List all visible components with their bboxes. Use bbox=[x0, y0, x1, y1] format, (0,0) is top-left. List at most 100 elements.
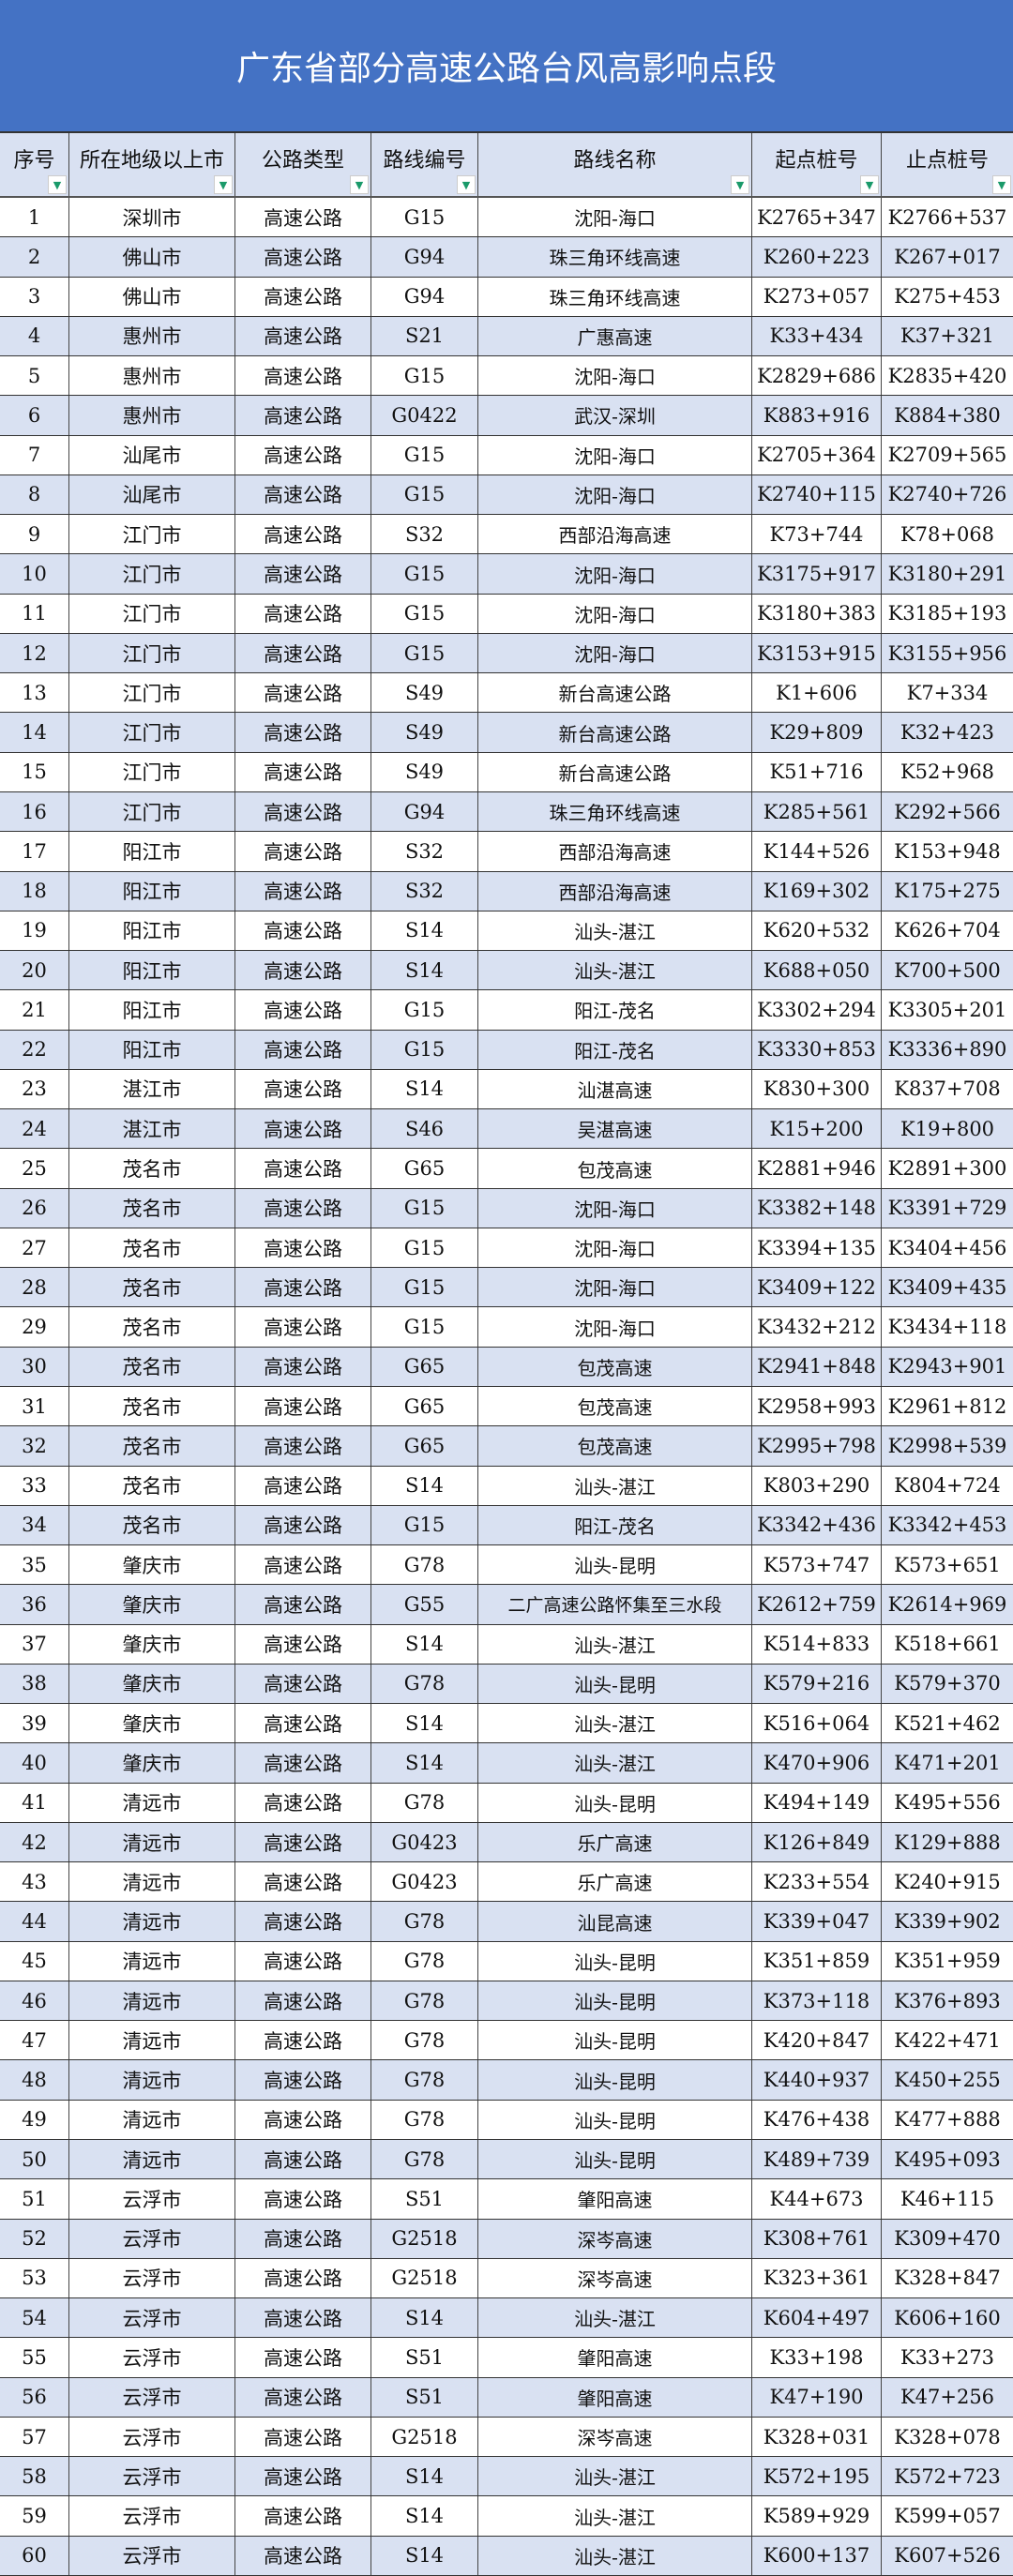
cell-end-stake: K700+500 bbox=[894, 958, 1001, 982]
cell-city: 江门市 bbox=[69, 633, 235, 673]
table-body: 1 深圳市 高速公路 G15 沈阳-海口 K2765+347 K2766+537 2 佛山市 高速… bbox=[0, 198, 1013, 2576]
cell-start-stake: K126+849 bbox=[752, 1822, 882, 1862]
cell-route-code: G78 bbox=[371, 2100, 478, 2140]
cell-road-type: 高速公路 bbox=[235, 1505, 371, 1545]
cell-route-code: G15 bbox=[371, 554, 478, 594]
cell-start-stake: K2958+993 bbox=[752, 1386, 882, 1426]
cell-city: 清远市 bbox=[69, 2100, 235, 2140]
cell-serial-number: 59 bbox=[0, 2496, 69, 2536]
cell-start-stake: K73+744 bbox=[752, 515, 882, 554]
cell-road-type: 高速公路 bbox=[235, 435, 371, 475]
cell-end-stake: K495+093 bbox=[894, 2147, 1001, 2171]
filter-dropdown-icon[interactable]: ▼ bbox=[731, 175, 749, 194]
cell-end-stake: K78+068 bbox=[900, 522, 995, 546]
table-row: 31 茂名市 高速公路 G65 包茂高速 K2958+993 K2961+812 bbox=[0, 1386, 1013, 1427]
header-label: 公路类型 bbox=[261, 148, 344, 173]
cell-route-name: 西部沿海高速 bbox=[478, 832, 752, 871]
filter-dropdown-icon[interactable]: ▼ bbox=[860, 175, 879, 194]
table-row: 18 阳江市 高速公路 S32 西部沿海高速 K169+302 K175+275 bbox=[0, 871, 1013, 911]
cell-route-code: S14 bbox=[371, 2457, 478, 2496]
cell-city: 江门市 bbox=[69, 713, 235, 752]
cell-serial-number: 47 bbox=[0, 2021, 69, 2060]
cell-road-type: 高速公路 bbox=[235, 1545, 371, 1585]
cell-serial-number: 23 bbox=[0, 1069, 69, 1109]
cell-start-stake: K2829+686 bbox=[752, 356, 882, 396]
filter-dropdown-icon[interactable]: ▼ bbox=[992, 175, 1011, 194]
cell-route-code: S21 bbox=[371, 316, 478, 356]
cell-serial-number: 38 bbox=[0, 1664, 69, 1704]
cell-end-stake: K3155+956 bbox=[887, 641, 1007, 665]
cell-route-code: G0423 bbox=[371, 1862, 478, 1902]
cell-route-code: G15 bbox=[371, 435, 478, 475]
cell-road-type: 高速公路 bbox=[235, 911, 371, 951]
table-row: 39 肇庆市 高速公路 S14 汕头-湛江 K516+064 K521+462 bbox=[0, 1704, 1013, 1744]
cell-start-stake: K260+223 bbox=[752, 237, 882, 277]
cell-end-stake: K3434+118 bbox=[887, 1316, 1007, 1339]
table-row: 46 清远市 高速公路 G78 汕头-昆明 K373+118 K376+893 bbox=[0, 1981, 1013, 2022]
table-row: 5 惠州市 高速公路 G15 沈阳-海口 K2829+686 K2835+420 bbox=[0, 356, 1013, 397]
cell-city: 茂名市 bbox=[69, 1426, 235, 1466]
cell-city: 清远市 bbox=[69, 1783, 235, 1822]
cell-route-code: G15 bbox=[371, 1188, 478, 1228]
cell-city: 清远市 bbox=[69, 2140, 235, 2179]
cell-serial-number: 39 bbox=[0, 1704, 69, 1743]
table-row: 54 云浮市 高速公路 S14 汕头-湛江 K604+497 K606+160 bbox=[0, 2298, 1013, 2339]
cell-road-type: 高速公路 bbox=[235, 1783, 371, 1822]
cell-end-stake: K309+470 bbox=[894, 2227, 1001, 2251]
header-route-name: 路线名称 ▼ bbox=[478, 133, 752, 196]
table-row: 53 云浮市 高速公路 G2518 深岑高速 K323+361 K328+847 bbox=[0, 2258, 1013, 2299]
cell-route-name: 汕头-湛江 bbox=[478, 911, 752, 951]
cell-serial-number: 5 bbox=[0, 356, 69, 396]
cell-serial-number: 24 bbox=[0, 1109, 69, 1149]
cell-route-code: G0423 bbox=[371, 1822, 478, 1862]
cell-city: 肇庆市 bbox=[69, 1664, 235, 1704]
cell-road-type: 高速公路 bbox=[235, 356, 371, 396]
cell-start-stake: K2740+115 bbox=[752, 475, 882, 515]
cell-end-stake: K33+273 bbox=[900, 2345, 995, 2369]
cell-road-type: 高速公路 bbox=[235, 2457, 371, 2496]
cell-route-name: 武汉-深圳 bbox=[478, 396, 752, 435]
table-row: 14 江门市 高速公路 S49 新台高速公路 K29+809 K32+423 bbox=[0, 713, 1013, 753]
cell-route-code: S49 bbox=[371, 752, 478, 791]
cell-route-name: 汕头-昆明 bbox=[478, 1981, 752, 2021]
cell-start-stake: K3342+436 bbox=[752, 1505, 882, 1545]
cell-start-stake: K3330+853 bbox=[752, 1030, 882, 1069]
cell-start-stake: K273+057 bbox=[752, 277, 882, 316]
cell-route-code: S14 bbox=[371, 1624, 478, 1664]
cell-start-stake: K2995+798 bbox=[752, 1426, 882, 1466]
cell-serial-number: 14 bbox=[0, 713, 69, 752]
cell-route-name: 吴湛高速 bbox=[478, 1109, 752, 1149]
cell-route-code: G94 bbox=[371, 277, 478, 316]
cell-road-type: 高速公路 bbox=[235, 990, 371, 1030]
filter-dropdown-icon[interactable]: ▼ bbox=[350, 175, 369, 194]
cell-city: 阳江市 bbox=[69, 1030, 235, 1069]
cell-road-type: 高速公路 bbox=[235, 1188, 371, 1228]
cell-serial-number: 35 bbox=[0, 1545, 69, 1585]
table-row: 49 清远市 高速公路 G78 汕头-昆明 K476+438 K477+888 bbox=[0, 2100, 1013, 2141]
cell-start-stake: K476+438 bbox=[752, 2100, 882, 2140]
table-row: 27 茂名市 高速公路 G15 沈阳-海口 K3394+135 K3404+456 bbox=[0, 1228, 1013, 1269]
table-row: 29 茂名市 高速公路 G15 沈阳-海口 K3432+212 K3434+118 bbox=[0, 1307, 1013, 1348]
cell-road-type: 高速公路 bbox=[235, 2219, 371, 2258]
table-row: 20 阳江市 高速公路 S14 汕头-湛江 K688+050 K700+500 bbox=[0, 951, 1013, 991]
table-row: 34 茂名市 高速公路 G15 阳江-茂名 K3342+436 K3342+453 bbox=[0, 1505, 1013, 1546]
cell-start-stake: K285+561 bbox=[752, 791, 882, 832]
cell-start-stake: K47+190 bbox=[752, 2377, 882, 2417]
cell-serial-number: 52 bbox=[0, 2219, 69, 2258]
cell-route-name: 汕头-湛江 bbox=[478, 2457, 752, 2496]
header-route-code: 路线编号 ▼ bbox=[371, 133, 478, 196]
cell-city: 惠州市 bbox=[69, 356, 235, 396]
cell-route-name: 肇阳高速 bbox=[478, 2338, 752, 2377]
cell-end-stake: K7+334 bbox=[906, 681, 989, 704]
cell-route-name: 沈阳-海口 bbox=[478, 1188, 752, 1228]
cell-city: 清远市 bbox=[69, 1941, 235, 1981]
cell-end-stake: K3342+453 bbox=[887, 1514, 1007, 1537]
filter-dropdown-icon[interactable]: ▼ bbox=[457, 175, 476, 194]
filter-dropdown-icon[interactable]: ▼ bbox=[48, 175, 67, 194]
filter-dropdown-icon[interactable]: ▼ bbox=[214, 175, 233, 194]
cell-route-name: 汕头-昆明 bbox=[478, 1941, 752, 1981]
cell-route-name: 阳江-茂名 bbox=[478, 1030, 752, 1069]
cell-serial-number: 32 bbox=[0, 1426, 69, 1466]
cell-road-type: 高速公路 bbox=[235, 1585, 371, 1624]
cell-road-type: 高速公路 bbox=[235, 2338, 371, 2377]
